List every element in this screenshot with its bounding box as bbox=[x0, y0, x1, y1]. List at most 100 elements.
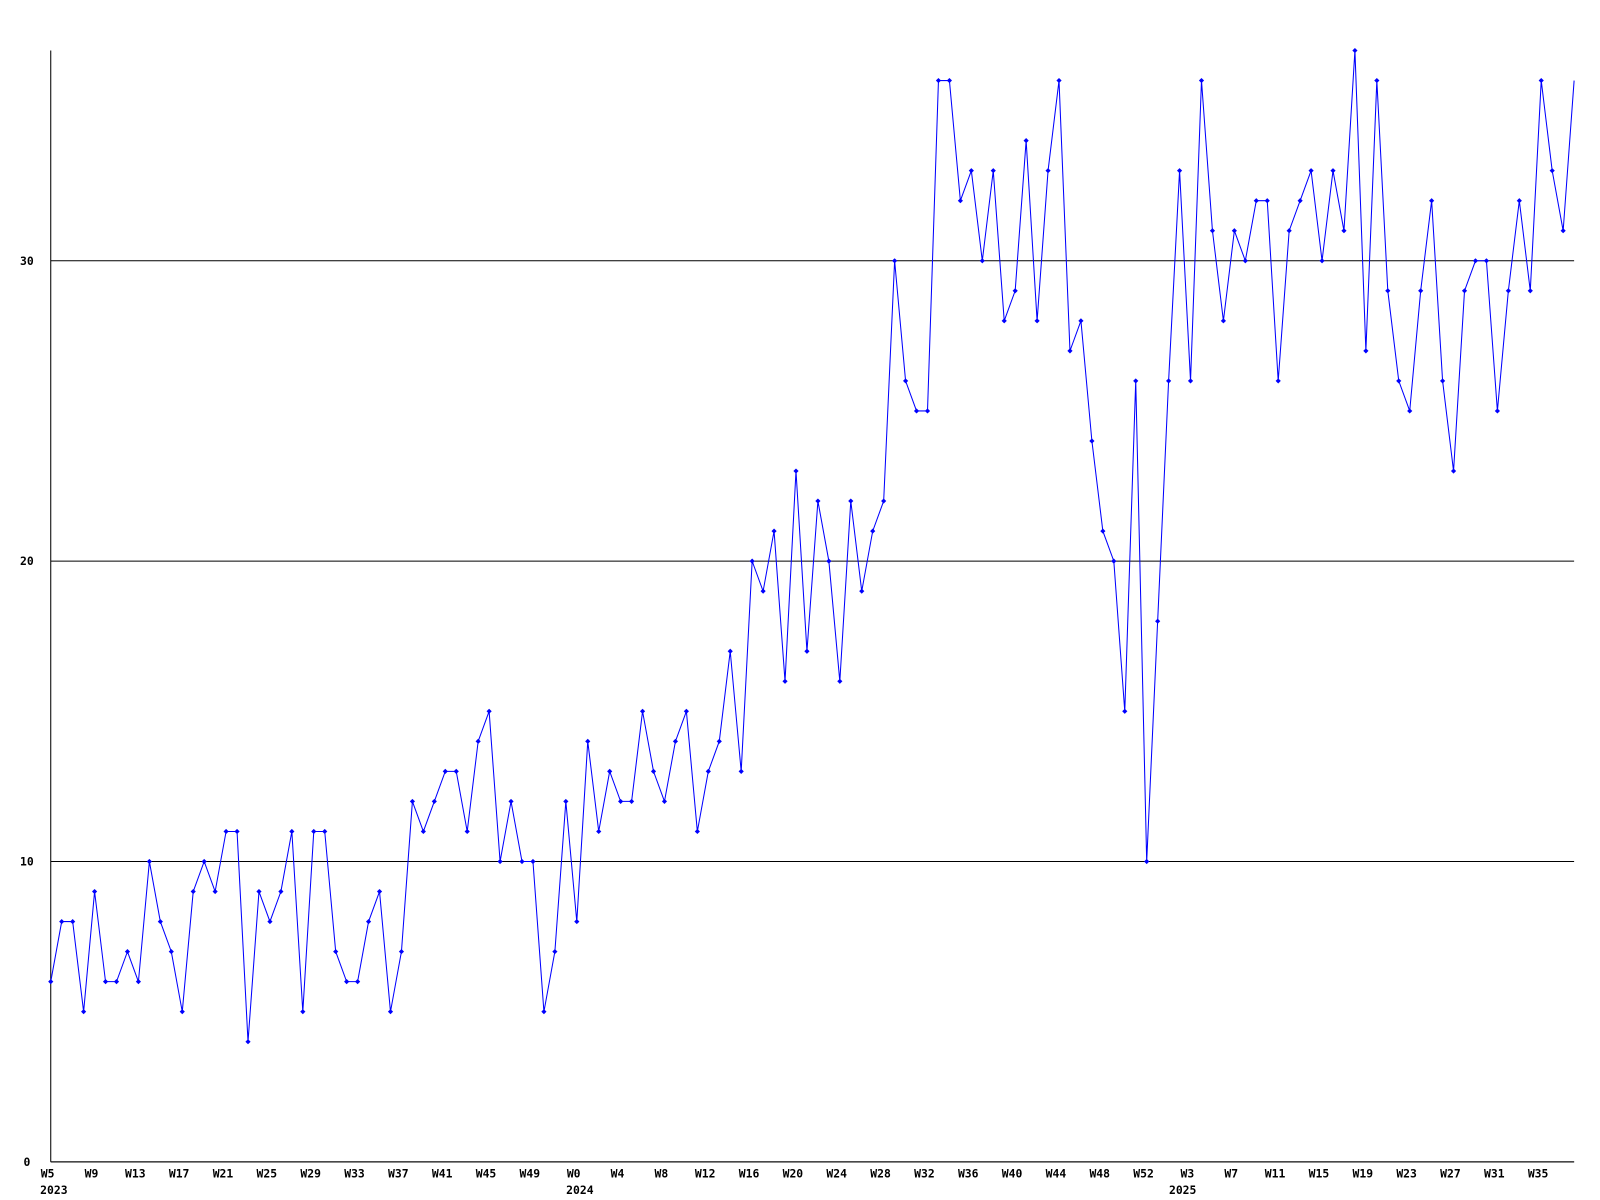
point-marker bbox=[1045, 168, 1051, 174]
point-marker bbox=[1242, 258, 1248, 264]
y-tick-label: 30 bbox=[20, 254, 34, 268]
x-tick-label: W3 bbox=[1181, 1166, 1195, 1180]
point-marker bbox=[607, 768, 613, 774]
point-marker bbox=[946, 77, 953, 84]
point-marker bbox=[870, 528, 876, 534]
x-tick-label: W19 bbox=[1352, 1166, 1373, 1180]
x-tick-label: W25 bbox=[257, 1166, 278, 1180]
point-marker bbox=[365, 918, 372, 925]
point-marker bbox=[201, 858, 207, 865]
point-marker bbox=[278, 888, 284, 895]
point-marker bbox=[1023, 138, 1029, 144]
point-marker bbox=[1516, 198, 1522, 204]
x-tick-label: W52 bbox=[1133, 1166, 1154, 1180]
point-marker bbox=[618, 798, 624, 804]
point-marker bbox=[1461, 288, 1468, 294]
x-tick-label: W0 bbox=[567, 1166, 581, 1180]
x-tick-label: W49 bbox=[520, 1166, 541, 1180]
x-tick-label: W12 bbox=[695, 1166, 716, 1180]
point-marker bbox=[387, 1009, 394, 1015]
point-marker bbox=[782, 678, 788, 684]
point-marker bbox=[497, 858, 503, 865]
point-marker bbox=[1429, 198, 1435, 204]
y-tick-label: 0 bbox=[23, 1155, 30, 1169]
x-tick-label: W29 bbox=[300, 1166, 321, 1180]
point-marker bbox=[1483, 258, 1490, 264]
point-marker bbox=[519, 858, 525, 865]
point-marker bbox=[486, 708, 492, 714]
point-marker bbox=[91, 888, 98, 895]
x-tick-label: W41 bbox=[432, 1166, 453, 1180]
point-marker bbox=[1352, 47, 1358, 54]
x-tick-label: W13 bbox=[125, 1166, 146, 1180]
point-marker bbox=[135, 979, 142, 985]
point-marker bbox=[738, 768, 744, 774]
x-tick-label: W9 bbox=[85, 1166, 99, 1180]
point-marker bbox=[355, 979, 361, 985]
point-marker bbox=[596, 828, 602, 835]
point-marker bbox=[902, 378, 909, 384]
point-marker bbox=[727, 648, 733, 654]
point-marker bbox=[705, 768, 711, 774]
point-marker bbox=[1133, 378, 1139, 384]
point-marker bbox=[760, 588, 766, 594]
point-marker bbox=[420, 828, 426, 835]
point-marker bbox=[1494, 408, 1500, 414]
point-marker bbox=[1056, 77, 1062, 84]
point-marker bbox=[1166, 378, 1172, 384]
point-marker bbox=[409, 798, 415, 804]
point-marker bbox=[957, 198, 963, 204]
point-marker bbox=[563, 798, 569, 804]
point-marker bbox=[979, 258, 985, 264]
x-tick-label: W32 bbox=[914, 1166, 935, 1180]
point-marker bbox=[661, 798, 668, 804]
point-marker bbox=[1527, 288, 1533, 294]
x-tick-label: W40 bbox=[1002, 1166, 1023, 1180]
point-marker bbox=[639, 708, 646, 714]
point-marker bbox=[530, 858, 536, 865]
point-marker bbox=[935, 77, 942, 84]
x-tick-label: W7 bbox=[1224, 1166, 1238, 1180]
point-marker bbox=[464, 828, 470, 835]
point-marker bbox=[442, 768, 448, 774]
point-marker bbox=[749, 558, 755, 564]
point-marker bbox=[771, 528, 777, 534]
point-marker bbox=[826, 558, 832, 564]
point-marker bbox=[81, 1009, 87, 1015]
point-marker bbox=[892, 258, 898, 264]
point-marker bbox=[59, 918, 65, 925]
point-marker bbox=[1330, 168, 1336, 174]
point-marker bbox=[168, 949, 174, 955]
x-tick-label: W33 bbox=[344, 1166, 365, 1180]
x-tick-label: W17 bbox=[169, 1166, 190, 1180]
point-marker bbox=[1198, 77, 1205, 84]
point-marker bbox=[1286, 228, 1292, 234]
point-marker bbox=[1187, 378, 1194, 384]
point-marker bbox=[1385, 288, 1391, 294]
x-tick-label: W45 bbox=[476, 1166, 497, 1180]
point-marker bbox=[1538, 77, 1544, 84]
point-marker bbox=[1089, 438, 1095, 444]
point-marker bbox=[70, 918, 76, 925]
x-tick-label: W8 bbox=[655, 1166, 669, 1180]
point-marker bbox=[300, 1009, 306, 1015]
point-marker bbox=[102, 979, 109, 985]
x-tick-label: W44 bbox=[1046, 1166, 1067, 1180]
point-marker bbox=[311, 828, 317, 835]
point-marker bbox=[1560, 228, 1566, 234]
point-marker bbox=[1100, 528, 1106, 534]
point-marker bbox=[1341, 228, 1347, 234]
point-marker bbox=[1144, 858, 1150, 865]
y-tick-label: 20 bbox=[20, 554, 34, 568]
point-marker bbox=[716, 738, 722, 744]
point-marker bbox=[1001, 318, 1007, 324]
point-marker bbox=[881, 498, 887, 504]
point-marker bbox=[1034, 318, 1040, 324]
x-tick-label: W36 bbox=[958, 1166, 979, 1180]
x-tick-label: W23 bbox=[1396, 1166, 1417, 1180]
point-marker bbox=[179, 1009, 185, 1015]
point-marker bbox=[815, 498, 821, 504]
point-marker bbox=[574, 918, 580, 925]
point-marker bbox=[48, 979, 54, 985]
x-tick-label: W37 bbox=[388, 1166, 409, 1180]
